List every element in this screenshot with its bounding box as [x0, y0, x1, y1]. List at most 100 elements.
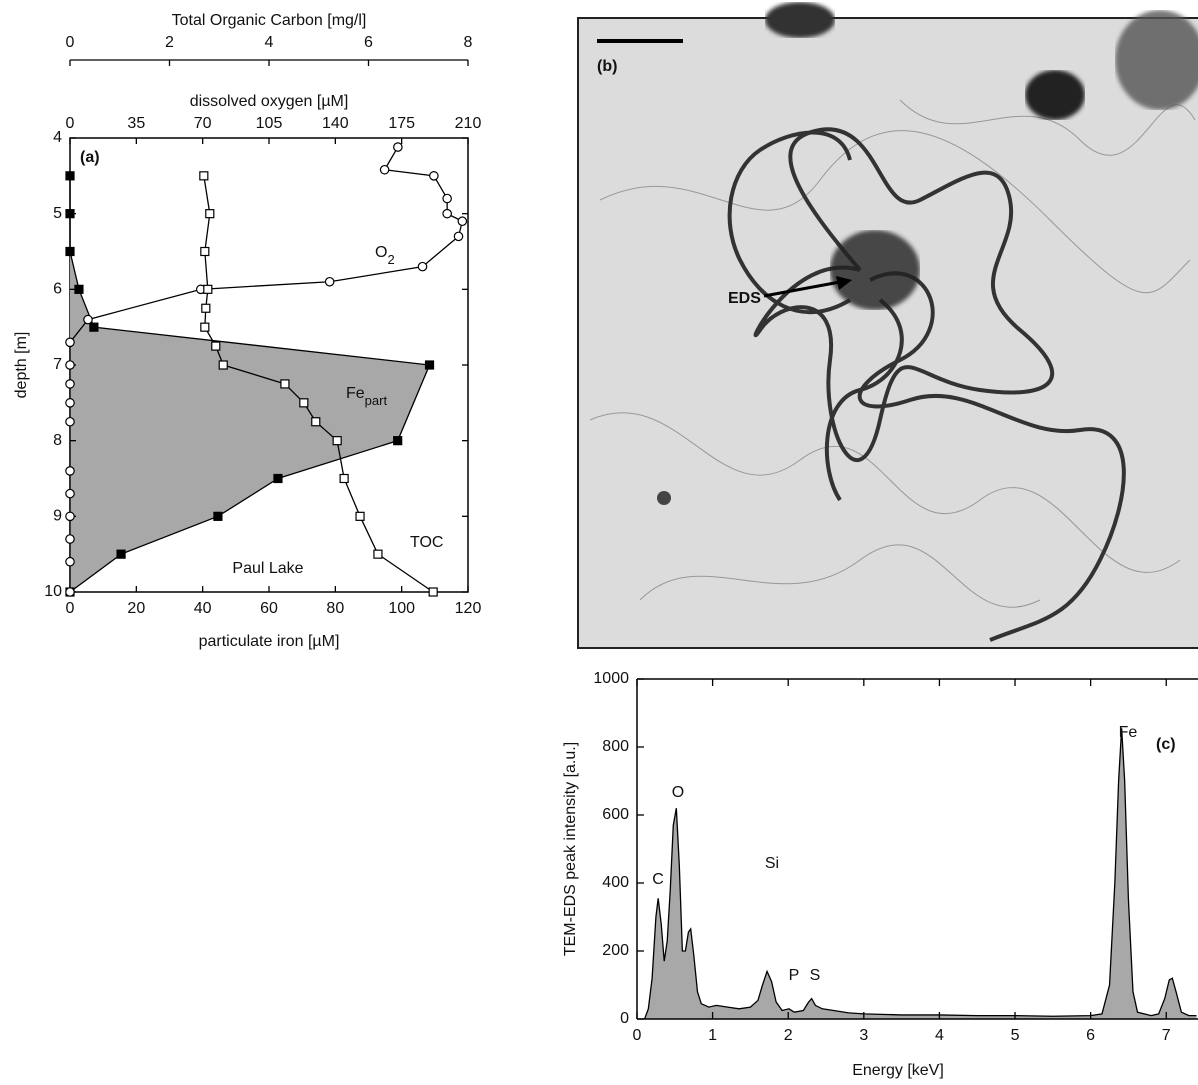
x3-tick-label: 0 — [66, 34, 75, 51]
marker — [429, 171, 439, 181]
marker — [203, 284, 213, 294]
x-tick-label: 2 — [784, 1027, 793, 1044]
marker — [218, 360, 228, 370]
x-tick-label: 0 — [66, 600, 75, 617]
marker — [65, 171, 75, 181]
y-tick-label: 600 — [602, 806, 629, 823]
marker — [200, 246, 210, 257]
x-axis-title: Energy [keV] — [852, 1062, 944, 1079]
x-tick-label: 120 — [455, 600, 482, 617]
aggregate — [1115, 10, 1198, 110]
marker — [442, 193, 452, 204]
particle — [657, 491, 671, 505]
series-label: O2 — [375, 244, 395, 267]
y-tick-label: 1000 — [593, 670, 629, 687]
x-tick-label: 100 — [388, 600, 415, 617]
marker — [280, 379, 290, 389]
y-tick-label: 10 — [44, 583, 62, 600]
marker — [65, 398, 75, 408]
x2-tick-label: 175 — [388, 115, 415, 132]
marker — [116, 549, 126, 559]
marker — [89, 322, 99, 332]
y-tick-label: 5 — [53, 205, 62, 222]
peak-label: Fe — [1119, 724, 1138, 741]
marker — [65, 488, 75, 499]
x3-tick-label: 4 — [265, 34, 274, 51]
x2-tick-label: 0 — [66, 115, 75, 132]
marker — [65, 587, 75, 597]
arrow-shaft — [763, 280, 841, 298]
y-axis-title: depth [m] — [13, 332, 30, 399]
x-tick-label: 4 — [935, 1027, 944, 1044]
series-name: TOC — [410, 534, 443, 551]
x-tick-label: 6 — [1086, 1027, 1095, 1044]
marker — [355, 511, 365, 521]
area-fill — [644, 728, 1197, 1019]
spectrum-line — [643, 728, 1197, 1020]
marker — [339, 473, 349, 484]
marker — [324, 276, 335, 287]
x2-tick-label: 105 — [256, 115, 283, 132]
y-tick-label: 4 — [53, 129, 62, 146]
panel-label: (b) — [597, 58, 617, 75]
x-tick-label: 60 — [260, 600, 278, 617]
series-name: O — [375, 244, 387, 261]
y-tick-label: 7 — [53, 356, 62, 373]
panel-label: (c) — [1156, 736, 1176, 753]
marker — [453, 231, 464, 242]
y-tick-label: 6 — [53, 281, 62, 298]
marker — [393, 142, 403, 152]
marker — [200, 322, 210, 332]
y-tick-label: 9 — [53, 508, 62, 525]
marker — [65, 360, 75, 370]
peak-label: O — [672, 784, 684, 801]
micrograph-panel: (b) EDS — [577, 2, 1198, 649]
y-tick-label: 800 — [602, 738, 629, 755]
texture — [589, 99, 1196, 608]
marker — [205, 209, 215, 219]
arrow-head — [836, 276, 852, 290]
marker — [65, 416, 75, 427]
marker — [393, 436, 403, 446]
series-line — [69, 146, 464, 592]
marker — [65, 466, 75, 476]
marker — [424, 360, 435, 370]
marker — [213, 511, 223, 521]
x-tick-label: 1 — [708, 1027, 717, 1044]
annotation: EDS — [728, 290, 761, 307]
micrograph — [577, 17, 1198, 649]
marker — [373, 549, 383, 559]
y-axis-title: TEM-EDS peak intensity [a.u.] — [562, 742, 579, 956]
y-tick-label: 0 — [620, 1010, 629, 1027]
x3-tick-label: 8 — [464, 34, 473, 51]
x2-tick-label: 70 — [194, 115, 212, 132]
marker — [65, 556, 75, 567]
x-tick-label: 5 — [1011, 1027, 1020, 1044]
x-axis-title: particulate iron [µM] — [199, 633, 340, 650]
marker — [273, 473, 283, 484]
peak-label: C — [652, 871, 664, 888]
marker — [74, 284, 84, 294]
x3-axis-title: Total Organic Carbon [mg/l] — [172, 12, 367, 29]
aggregate — [1025, 70, 1085, 120]
y-tick-label: 200 — [602, 942, 629, 959]
filaments — [727, 127, 1126, 642]
marker — [311, 417, 321, 427]
series-label: TOC — [410, 534, 443, 551]
marker — [199, 171, 209, 181]
panel-label: (a) — [80, 149, 100, 166]
marker — [299, 398, 309, 408]
x2-tick-label: 35 — [127, 115, 145, 132]
marker — [65, 534, 75, 544]
x2-axis-title: dissolved oxygen [µM] — [190, 93, 349, 110]
marker — [211, 341, 221, 351]
marker — [65, 511, 75, 522]
marker — [379, 164, 390, 175]
marker — [65, 379, 75, 389]
y-tick-label: 400 — [602, 874, 629, 891]
series-subscript: 2 — [387, 252, 394, 267]
x2-tick-label: 140 — [322, 115, 349, 132]
x-tick-label: 40 — [194, 600, 212, 617]
x-tick-label: 7 — [1162, 1027, 1171, 1044]
